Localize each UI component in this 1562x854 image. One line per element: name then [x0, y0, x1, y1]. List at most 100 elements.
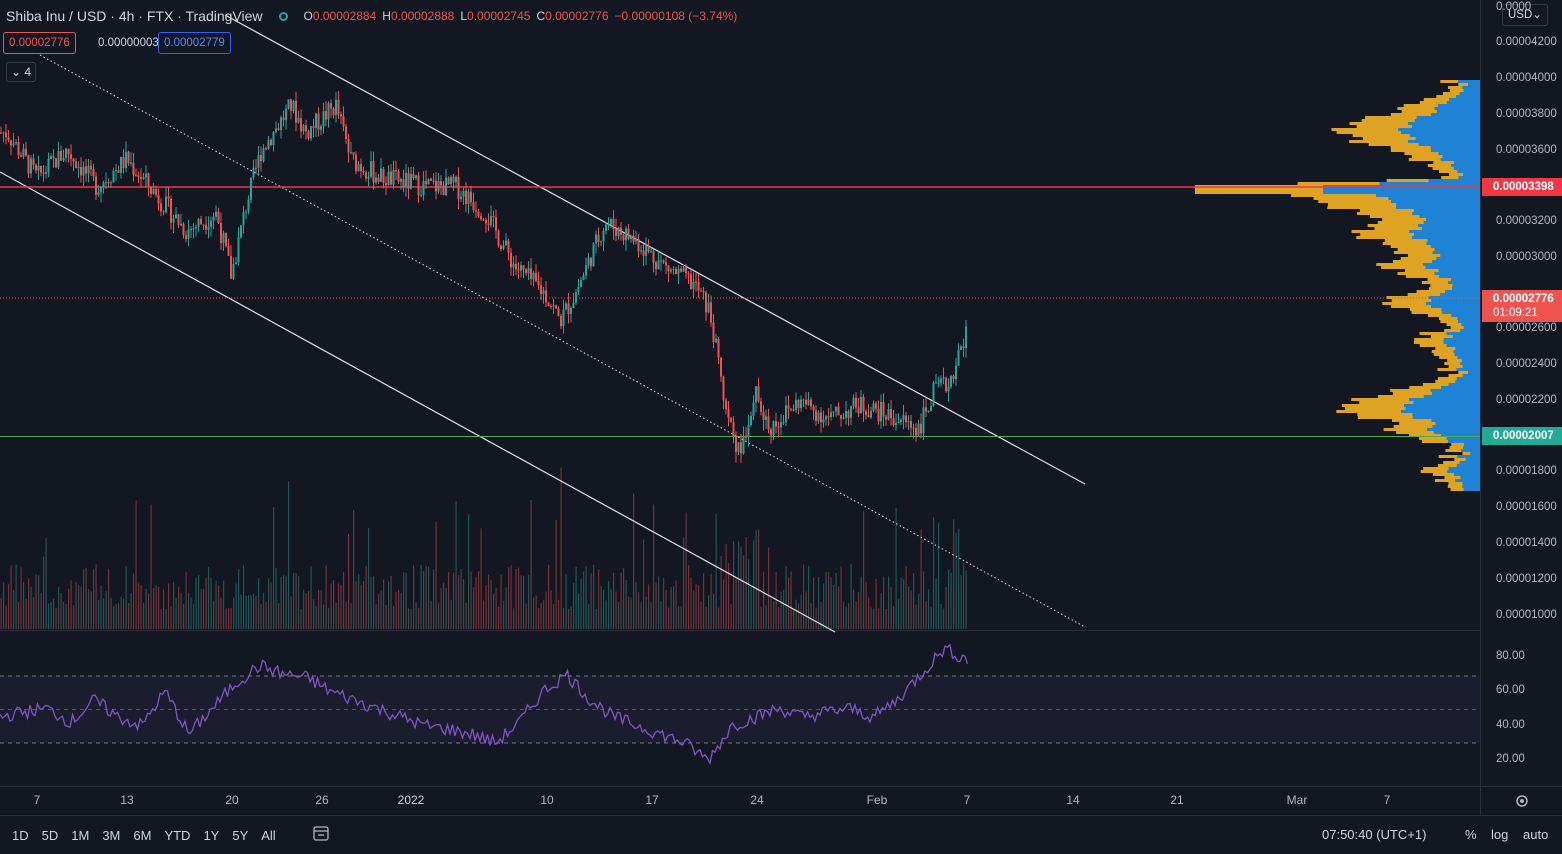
buy-price-button[interactable]: 0.00002779	[158, 32, 231, 54]
volume-bar	[310, 566, 312, 629]
candle-body	[210, 220, 212, 227]
volume-bar	[710, 573, 712, 629]
candle-body	[25, 148, 27, 156]
candle-body	[550, 306, 552, 308]
price-axis-label: 0.00001000	[1496, 609, 1557, 621]
percent-scale-button[interactable]: %	[1465, 827, 1477, 842]
volume-bar	[78, 585, 80, 629]
candle-body	[752, 402, 755, 416]
candle-body	[2, 132, 5, 134]
volume-bar	[523, 575, 525, 629]
timeframe-1d[interactable]: 1D	[12, 828, 29, 843]
candle-body	[472, 202, 475, 211]
candle-body	[77, 166, 80, 169]
volume-bar	[845, 606, 847, 629]
date-range-icon[interactable]	[313, 826, 329, 841]
price-axis-label: 0.00001400	[1496, 537, 1557, 549]
open-value: 0.00002884	[312, 9, 377, 23]
candle-body	[855, 397, 857, 408]
volume-bar	[93, 569, 95, 629]
volume-bar	[195, 577, 197, 629]
timeframe-3m[interactable]: 3M	[102, 828, 121, 843]
volume-profile-bar	[1409, 386, 1442, 389]
log-scale-button[interactable]: log	[1491, 827, 1509, 842]
symbol-title[interactable]: Shiba Inu / USD · 4h · FTX · TradingView	[6, 8, 263, 24]
volume-profile-bar	[1423, 395, 1480, 398]
candle-body	[167, 196, 170, 199]
volume-bar	[615, 591, 617, 629]
volume-profile-bar	[1391, 299, 1432, 302]
volume-profile-bar	[1456, 377, 1480, 380]
candle-body	[515, 263, 517, 270]
currency-select[interactable]: USD⌄	[1502, 4, 1548, 26]
candle-body	[422, 181, 425, 196]
volume-profile-bar	[1421, 227, 1480, 230]
volume-profile-bar	[1427, 164, 1452, 167]
volume-bar	[228, 608, 230, 629]
candle-body	[60, 150, 62, 161]
volume-bar	[490, 579, 492, 629]
volume-bar	[18, 602, 20, 629]
volume-bar	[795, 599, 797, 629]
indicators-count: 4	[24, 65, 32, 79]
candle-body	[500, 245, 502, 249]
timeframe-5y[interactable]: 5Y	[232, 828, 249, 843]
timeframe-1m[interactable]: 1M	[71, 828, 90, 843]
indicators-toggle[interactable]: ⌄ 4	[6, 62, 36, 82]
price-axis-label: 0.00002400	[1496, 358, 1557, 370]
candle-body	[685, 267, 687, 274]
volume-bar	[408, 608, 410, 629]
auto-scale-button[interactable]: auto	[1523, 827, 1549, 842]
volume-bar	[618, 602, 620, 629]
candle-body	[82, 166, 85, 176]
candle-body	[830, 412, 832, 417]
candle-body	[940, 378, 942, 383]
volume-bar	[685, 512, 687, 629]
candle-body	[325, 111, 327, 120]
candlesticks	[0, 91, 967, 463]
volume-bar	[198, 574, 200, 629]
candle-body	[477, 211, 480, 217]
volume-bar	[213, 601, 215, 629]
candle-body	[120, 156, 122, 173]
clock[interactable]: 07:50:40 (UTC+1)	[1322, 827, 1427, 842]
volume-profile-bar	[1460, 449, 1480, 452]
volume-bar	[283, 575, 285, 629]
volume-profile-bar	[1460, 476, 1480, 479]
spread-value: 0.00000003	[98, 37, 159, 49]
timeframe-1y[interactable]: 1Y	[203, 828, 220, 843]
candle-body	[817, 412, 820, 422]
timeframe-ytd[interactable]: YTD	[164, 828, 191, 843]
timeframe-all[interactable]: All	[261, 828, 276, 843]
volume-profile-bar	[1323, 191, 1480, 194]
volume-profile-bar	[1431, 350, 1454, 353]
volume-bar	[600, 586, 602, 629]
volume-profile-bar	[1430, 284, 1453, 287]
volume-bar	[495, 587, 497, 629]
volume-bar	[185, 572, 187, 629]
candle-body	[125, 151, 127, 169]
volume-bar	[670, 586, 672, 629]
candle-body	[567, 303, 570, 315]
sell-price-button[interactable]: 0.00002776	[3, 32, 76, 54]
timeframe-5d[interactable]: 5D	[41, 828, 59, 843]
settings-gear-icon[interactable]	[1516, 795, 1528, 807]
candle-body	[682, 267, 685, 272]
volume-bar	[703, 573, 705, 629]
timeframe-6m[interactable]: 6M	[133, 828, 152, 843]
volume-profile-bar	[1376, 263, 1423, 266]
candle-body	[907, 420, 910, 422]
rsi-axis-label: 40.00	[1496, 719, 1525, 731]
candle-body	[417, 175, 420, 196]
candle-body	[87, 165, 90, 174]
candle-body	[35, 164, 37, 171]
price-axis-label: 0.00002200	[1496, 394, 1557, 406]
volume-profile-bar	[1446, 437, 1480, 440]
candle-body	[382, 168, 385, 184]
candle-body	[295, 100, 297, 123]
candle-body	[632, 235, 635, 242]
trend-channel[interactable]	[0, 14, 1086, 633]
volume-profile-bar	[1449, 173, 1463, 176]
candle-body	[687, 273, 690, 275]
